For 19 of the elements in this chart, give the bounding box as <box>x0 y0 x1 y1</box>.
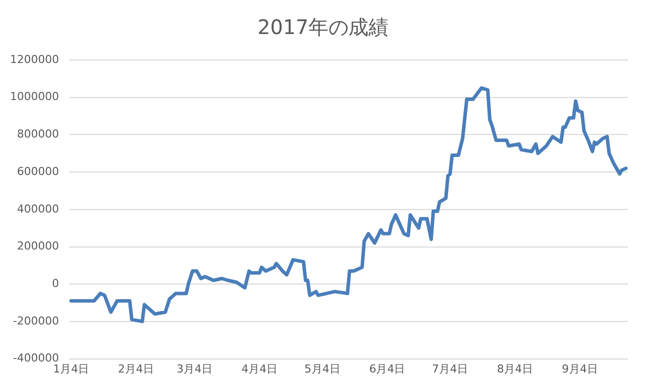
x-tick-label: 9月4日 <box>562 362 598 376</box>
y-tick-label: -400000 <box>13 352 59 365</box>
y-tick-label: 0 <box>52 276 59 290</box>
y-tick-label: -200000 <box>13 314 59 328</box>
chart-title: 2017年の成績 <box>256 14 390 41</box>
y-tick-label: 1000000 <box>10 90 59 104</box>
x-tick-label: 5月4日 <box>304 362 340 376</box>
y-tick-label: 1200000 <box>10 52 59 66</box>
x-tick-label: 2月4日 <box>118 362 154 376</box>
x-tick-label: 7月4日 <box>432 362 468 376</box>
y-tick-label: 600000 <box>16 164 59 178</box>
x-tick-label: 1月4日 <box>53 362 90 376</box>
x-tick-label: 6月4日 <box>369 362 406 376</box>
x-tick-label: 3月4日 <box>176 362 213 376</box>
y-tick-label: 800000 <box>16 128 59 141</box>
x-tick-label: 8月4日 <box>496 362 533 376</box>
y-tick-label: 400000 <box>16 202 59 216</box>
x-tick-label: 4月4日 <box>242 362 278 376</box>
y-tick-label: 200000 <box>16 240 59 253</box>
